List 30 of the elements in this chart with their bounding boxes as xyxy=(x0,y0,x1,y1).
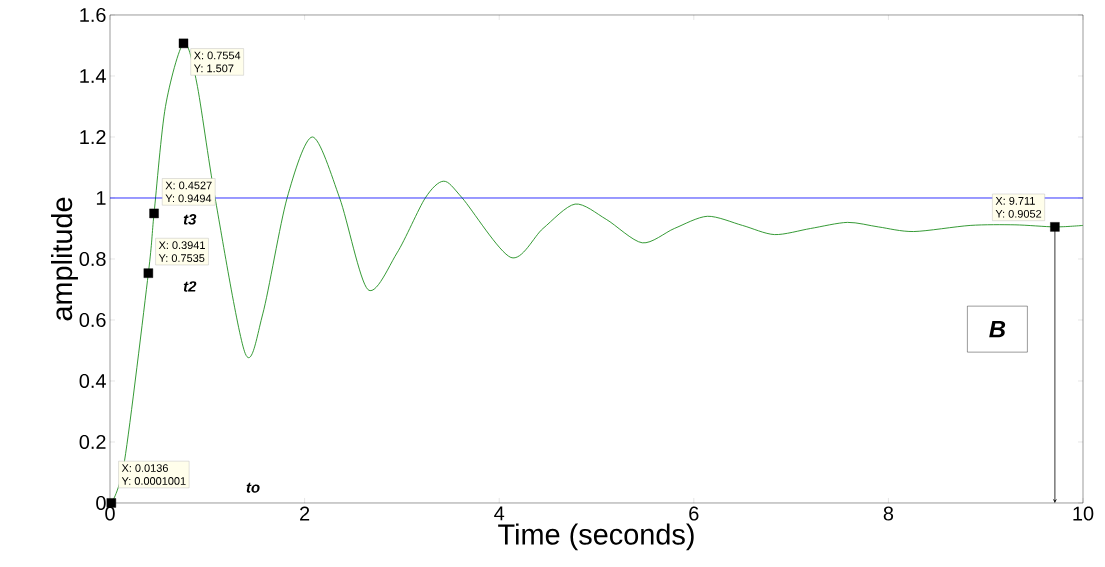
annotation: Y: 0.7535 xyxy=(158,254,205,262)
x-tick-label: 6 xyxy=(689,506,699,521)
y-tick-label: 0.4 xyxy=(79,373,106,389)
annotation: Y: 1.507 xyxy=(193,64,234,73)
annotation: X: 0.4527 xyxy=(165,181,212,190)
annotation: Y: 0.0001001 xyxy=(121,477,186,485)
y-tick-label: 0 xyxy=(96,495,106,511)
x-tick-label: 8 xyxy=(883,506,894,521)
x-axis-title: Time (seconds) xyxy=(498,523,694,551)
x-tick-label: 2 xyxy=(300,506,310,521)
annotation: Y: 0.9494 xyxy=(165,194,212,203)
y-tick-label: 1.4 xyxy=(80,69,106,83)
annotation: to xyxy=(246,482,260,493)
y-tick-label: 0.8 xyxy=(79,251,106,267)
annotation: t3 xyxy=(183,214,197,225)
annotation: Y: 0.9052 xyxy=(995,209,1042,218)
annotation: t2 xyxy=(183,281,197,292)
y-axis-title: amplitude xyxy=(51,197,78,321)
x-tick-label: 4 xyxy=(494,506,505,521)
y-tick-label: 1 xyxy=(96,191,106,205)
y-tick-label: 1.6 xyxy=(80,7,106,23)
annotation: X: 0.3941 xyxy=(158,241,205,250)
annotation: X: 0.7554 xyxy=(193,51,241,60)
y-tick-label: 1.2 xyxy=(80,130,106,144)
y-tick-label: 0.6 xyxy=(79,312,106,328)
annotation: B xyxy=(989,320,1006,338)
x-tick-label: 10 xyxy=(1073,506,1094,521)
annotation: X: 9.711 xyxy=(995,197,1035,205)
annotation: X: 0.0136 xyxy=(121,464,168,472)
y-tick-label: 0.2 xyxy=(79,434,106,450)
